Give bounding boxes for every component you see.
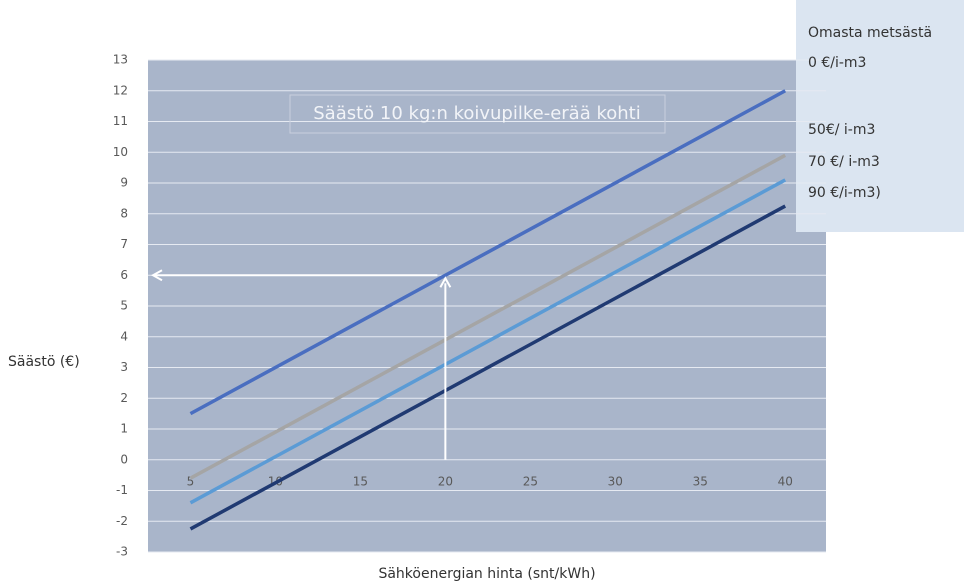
y-tick-label: 5 xyxy=(120,299,128,313)
x-tick-label: 40 xyxy=(778,474,793,488)
y-tick-label: 11 xyxy=(113,114,128,128)
y-tick-label: 1 xyxy=(120,422,128,436)
legend-entry: 70 €/ i-m3 xyxy=(808,154,880,170)
legend-entry: 0 €/i-m3 xyxy=(808,55,866,71)
y-tick-label: 0 xyxy=(120,452,128,466)
y-tick-label: 7 xyxy=(120,237,128,251)
y-tick-label: 9 xyxy=(120,176,128,190)
x-tick-label: 5 xyxy=(187,474,195,488)
legend-box xyxy=(796,0,964,232)
guide-arrowhead xyxy=(150,269,163,282)
chart-title: Säästö 10 kg:n koivupilke-erää kohti xyxy=(313,103,640,124)
series-line xyxy=(189,153,787,480)
y-tick-label: 10 xyxy=(113,145,128,159)
y-tick-label: 13 xyxy=(113,53,128,67)
legend-entry: 90 €/i-m3) xyxy=(808,185,881,201)
series-line xyxy=(189,89,787,416)
y-tick-label: 2 xyxy=(120,391,128,405)
x-tick-label: 15 xyxy=(353,474,368,488)
y-tick-label: 3 xyxy=(120,360,128,374)
x-tick-label: 20 xyxy=(438,474,453,488)
x-tick-label: 25 xyxy=(523,474,538,488)
y-tick-label: -1 xyxy=(116,483,128,497)
title-box xyxy=(289,94,666,134)
legend-title: Omasta metsästä xyxy=(808,25,932,41)
y-tick-label: 8 xyxy=(120,206,128,220)
series-line xyxy=(189,178,787,505)
guide-arrowhead xyxy=(439,276,452,288)
y-tick-label: 12 xyxy=(113,83,128,97)
y-axis-label: Säästö (€) xyxy=(8,354,80,370)
y-tick-label: -3 xyxy=(116,545,128,559)
series-line xyxy=(189,204,787,531)
x-tick-label: 30 xyxy=(608,474,623,488)
y-tick-label: 6 xyxy=(120,268,128,282)
y-tick-label: -2 xyxy=(116,514,128,528)
x-axis-label: Sähköenergian hinta (snt/kWh) xyxy=(378,566,595,582)
y-tick-label: 4 xyxy=(120,329,128,343)
legend-entry: 50€/ i-m3 xyxy=(808,122,875,138)
x-tick-label: 35 xyxy=(693,474,708,488)
